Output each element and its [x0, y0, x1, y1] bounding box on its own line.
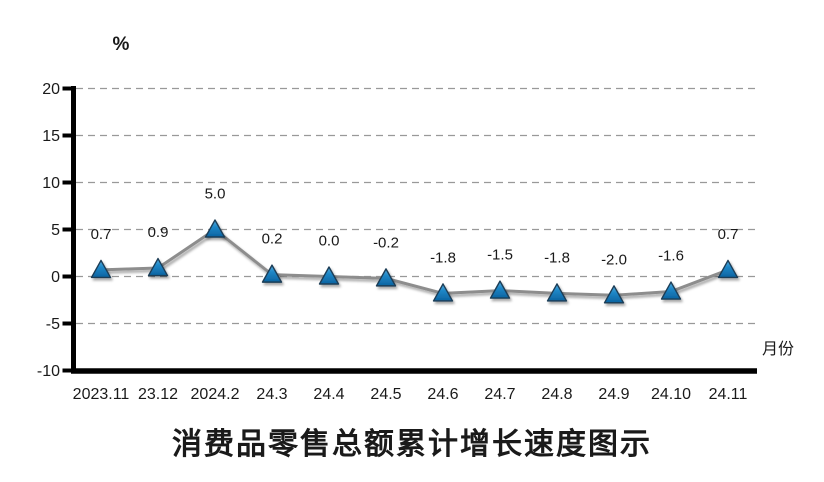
data-point-marker — [660, 281, 682, 300]
x-axis-category-label: 24.7 — [484, 386, 515, 403]
data-point-marker — [603, 285, 625, 304]
data-point-marker — [489, 280, 511, 299]
data-point-marker — [432, 283, 454, 302]
y-axis-tick-label: 0 — [51, 269, 60, 286]
y-axis-tick-label: 20 — [42, 81, 60, 98]
x-axis-category-label: 23.12 — [138, 386, 178, 403]
x-axis-category-label: 24.9 — [598, 386, 629, 403]
y-axis-tick-label: -5 — [46, 316, 60, 333]
y-axis-tick-label: 10 — [42, 175, 60, 192]
x-axis-category-label: 24.5 — [370, 386, 401, 403]
x-axis-category-label: 24.6 — [427, 386, 458, 403]
data-point-label: -1.8 — [544, 249, 570, 266]
y-axis-tick-label: 5 — [51, 222, 60, 239]
data-point-marker — [318, 266, 340, 285]
data-point-marker — [90, 259, 112, 279]
x-axis-category-label: 24.8 — [541, 386, 572, 403]
chart-title: 消费品零售总额累计增长速度图示 — [172, 428, 652, 461]
data-point-marker — [375, 268, 397, 287]
x-axis-category-label: 24.3 — [256, 386, 287, 403]
data-point-marker — [147, 257, 169, 277]
x-axis-title: 月份 — [762, 341, 795, 358]
data-point-label: 0.9 — [148, 224, 169, 241]
x-axis-category-label: 2024.2 — [191, 386, 240, 403]
data-point-label: -1.6 — [658, 248, 684, 265]
data-point-label: 0.2 — [262, 231, 283, 248]
series-line — [100, 228, 729, 297]
y-axis-tick-label: 15 — [42, 128, 60, 145]
data-point-marker — [546, 283, 568, 302]
data-point-label: -2.0 — [601, 251, 627, 268]
y-axis-tick-label: -10 — [37, 363, 60, 380]
data-point-marker — [204, 219, 226, 238]
x-axis-category-label: 2023.11 — [73, 386, 130, 403]
data-point-label: -1.8 — [430, 249, 456, 266]
x-axis-category-label: 24.4 — [313, 386, 344, 403]
y-axis-unit-label: % — [112, 34, 130, 55]
data-point-marker — [261, 264, 283, 283]
data-point-label: 0.0 — [319, 233, 340, 250]
data-point-label: -0.2 — [373, 234, 399, 251]
data-point-label: 0.7 — [718, 226, 739, 243]
data-point-label: -1.5 — [487, 247, 513, 264]
data-point-marker — [717, 259, 739, 279]
x-axis-category-label: 24.11 — [709, 386, 748, 403]
x-axis-category-label: 24.10 — [651, 386, 691, 403]
data-point-label: 0.7 — [91, 226, 112, 243]
data-point-label: 5.0 — [205, 186, 226, 203]
